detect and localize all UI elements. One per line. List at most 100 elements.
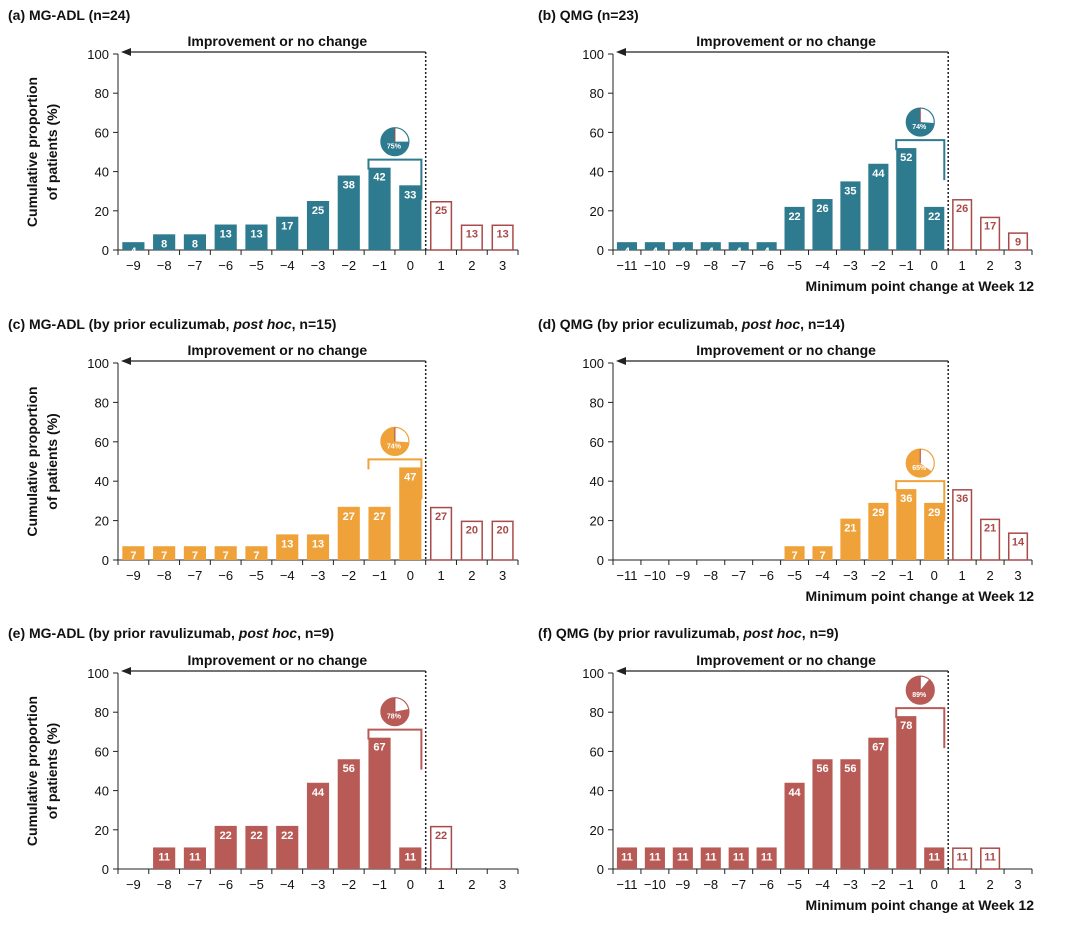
x-tick-label: −7 — [731, 258, 746, 273]
pie-slice — [380, 427, 409, 456]
x-tick-label: 1 — [437, 877, 444, 892]
y-tick-label: 0 — [102, 553, 109, 568]
bar-outline — [1007, 232, 1029, 251]
bar — [183, 847, 206, 869]
y-tick-label: 80 — [95, 705, 109, 720]
x-tick-label: −8 — [157, 877, 172, 892]
bar-outline — [952, 199, 973, 251]
bracket — [367, 458, 423, 500]
x-tick-label: −5 — [249, 877, 264, 892]
bar-value-label: 4 — [130, 246, 137, 258]
bar-value-label: 11 — [705, 851, 717, 863]
bar-value-label: 11 — [649, 851, 661, 863]
x-tick-label: 0 — [407, 877, 414, 892]
x-tick-label: −6 — [218, 568, 233, 583]
arrow-head — [121, 48, 131, 56]
y-tick-label: 0 — [102, 862, 109, 877]
pie-slice — [380, 127, 409, 156]
y-axis-label: Cumulative proportion of patients (%) — [24, 77, 60, 227]
y-tick-label: 20 — [95, 823, 109, 838]
bar-value-label: 17 — [281, 221, 293, 233]
x-tick-label: −6 — [759, 877, 774, 892]
arrow-head — [121, 357, 131, 365]
bar — [868, 163, 889, 250]
bar-value-label: 22 — [281, 830, 293, 842]
bar — [122, 242, 145, 250]
x-tick-label: −7 — [188, 877, 203, 892]
bar — [868, 502, 889, 560]
x-tick-label: −3 — [843, 877, 858, 892]
x-tick-label: −4 — [815, 568, 830, 583]
bar — [153, 234, 176, 250]
x-tick-label: −1 — [899, 877, 914, 892]
bar — [183, 546, 206, 560]
bar — [245, 546, 268, 560]
x-tick-label: −6 — [759, 258, 774, 273]
bracket — [367, 158, 423, 200]
bar-outline — [430, 201, 453, 251]
bar-value-label: 11 — [956, 851, 968, 863]
x-tick-label: −6 — [218, 877, 233, 892]
panel-f: (f) QMG (by prior ravulizumab, post hoc,… — [538, 625, 1034, 913]
panel-d: (d) QMG (by prior eculizumab, post hoc, … — [538, 316, 1034, 604]
x-tick-label: 1 — [959, 568, 966, 583]
panel-c: (c) MG-ADL (by prior eculizumab, post ho… — [8, 316, 519, 583]
panel-title: (c) MG-ADL (by prior eculizumab, post ho… — [8, 316, 336, 332]
bar-value-label: 22 — [928, 211, 940, 223]
bar-value-label: 22 — [788, 211, 800, 223]
bar-value-label: 4 — [680, 246, 687, 258]
bar — [616, 847, 638, 869]
bar — [337, 759, 360, 869]
x-tick-label: 2 — [468, 568, 475, 583]
bar-value-label: 7 — [253, 550, 259, 562]
x-tick-label: −9 — [126, 877, 141, 892]
bar-value-label: 13 — [496, 229, 508, 241]
x-tick-label: 0 — [931, 568, 938, 583]
bar-outline — [980, 847, 1001, 870]
bar-value-label: 7 — [192, 550, 198, 562]
bar-value-label: 20 — [496, 525, 508, 537]
pie-slice — [906, 449, 932, 478]
x-tick-label: −11 — [616, 877, 637, 892]
bar-value-label: 26 — [956, 203, 968, 215]
arrow-head — [121, 667, 131, 675]
y-tick-label: 0 — [597, 553, 604, 568]
bracket — [367, 728, 423, 770]
bar-value-label: 36 — [956, 493, 968, 505]
x-tick-label: −1 — [899, 568, 914, 583]
x-tick-label: −2 — [871, 258, 886, 273]
panel-title: (e) MG-ADL (by prior ravulizumab, post h… — [8, 625, 334, 641]
y-tick-label: 40 — [95, 474, 109, 489]
bar-value-label: 4 — [652, 246, 659, 258]
bar-value-label: 11 — [158, 851, 170, 863]
x-tick-label: −3 — [843, 258, 858, 273]
bar-value-label: 29 — [872, 507, 884, 519]
bar — [700, 847, 721, 869]
x-tick-label: −4 — [280, 258, 295, 273]
bar — [153, 847, 176, 869]
y-tick-label: 100 — [582, 47, 604, 62]
bar — [728, 242, 749, 250]
bar-value-label: 22 — [435, 830, 447, 842]
bar — [245, 224, 268, 250]
x-tick-label: −9 — [675, 877, 690, 892]
bar-value-label: 25 — [312, 205, 324, 217]
bracket — [895, 707, 946, 749]
bar-value-label: 7 — [130, 550, 136, 562]
bar — [399, 185, 422, 250]
bar — [812, 546, 833, 560]
bar-value-label: 38 — [343, 180, 355, 192]
x-axis-label: Minimum point change at Week 12 — [806, 278, 1035, 294]
bar-value-label: 56 — [816, 763, 828, 775]
x-tick-label: 0 — [407, 568, 414, 583]
y-tick-label: 100 — [87, 47, 109, 62]
bar — [700, 242, 721, 250]
bar — [644, 847, 665, 869]
bar-outline — [430, 825, 453, 870]
pie-label: 65% — [912, 465, 927, 472]
bar-outline — [460, 520, 483, 561]
panel-e: (e) MG-ADL (by prior ravulizumab, post h… — [8, 625, 519, 892]
bar-value-label: 9 — [1015, 236, 1021, 248]
bar-value-label: 8 — [192, 238, 198, 250]
